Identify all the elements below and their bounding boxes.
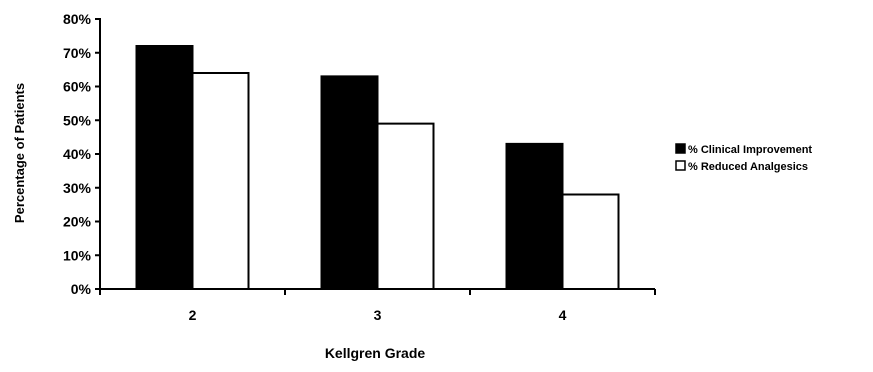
- x-tick-label: 2: [189, 307, 197, 323]
- bar-reduced-analgesics: [376, 122, 435, 290]
- bar-reduced-analgesics: [561, 193, 620, 290]
- bar-reduced-analgesics: [191, 72, 250, 290]
- y-axis-ticks: 0% 10% 20% 30% 40% 50% 60% 70% 80%: [63, 11, 100, 297]
- y-tick-label: 10%: [63, 247, 92, 263]
- x-axis-ticks: 2 3 4: [99, 289, 656, 323]
- x-tick-label: 4: [559, 307, 567, 323]
- bar-clinical-improvement: [320, 75, 379, 290]
- legend: % Clinical Improvement % Reduced Analgesi…: [675, 143, 812, 173]
- y-tick-label: 50%: [63, 112, 92, 128]
- y-tick-label: 80%: [63, 11, 92, 27]
- legend-label: % Clinical Improvement: [688, 144, 812, 156]
- legend-swatch: [675, 143, 686, 154]
- y-tick-label: 70%: [63, 45, 92, 61]
- bar-clinical-improvement: [505, 142, 564, 290]
- y-tick-label: 40%: [63, 146, 92, 162]
- y-tick-label: 30%: [63, 180, 92, 196]
- x-axis-label: Kellgren Grade: [325, 345, 426, 361]
- y-axis-label: Percentage of Patients: [12, 83, 27, 223]
- y-tick-label: 20%: [63, 214, 92, 230]
- legend-swatch: [675, 160, 686, 171]
- bars: [135, 45, 620, 290]
- legend-label: % Reduced Analgesics: [688, 161, 808, 173]
- bar-clinical-improvement: [135, 45, 194, 290]
- y-tick-label: 0%: [71, 281, 92, 297]
- y-tick-label: 60%: [63, 79, 92, 95]
- x-tick-label: 3: [374, 307, 382, 323]
